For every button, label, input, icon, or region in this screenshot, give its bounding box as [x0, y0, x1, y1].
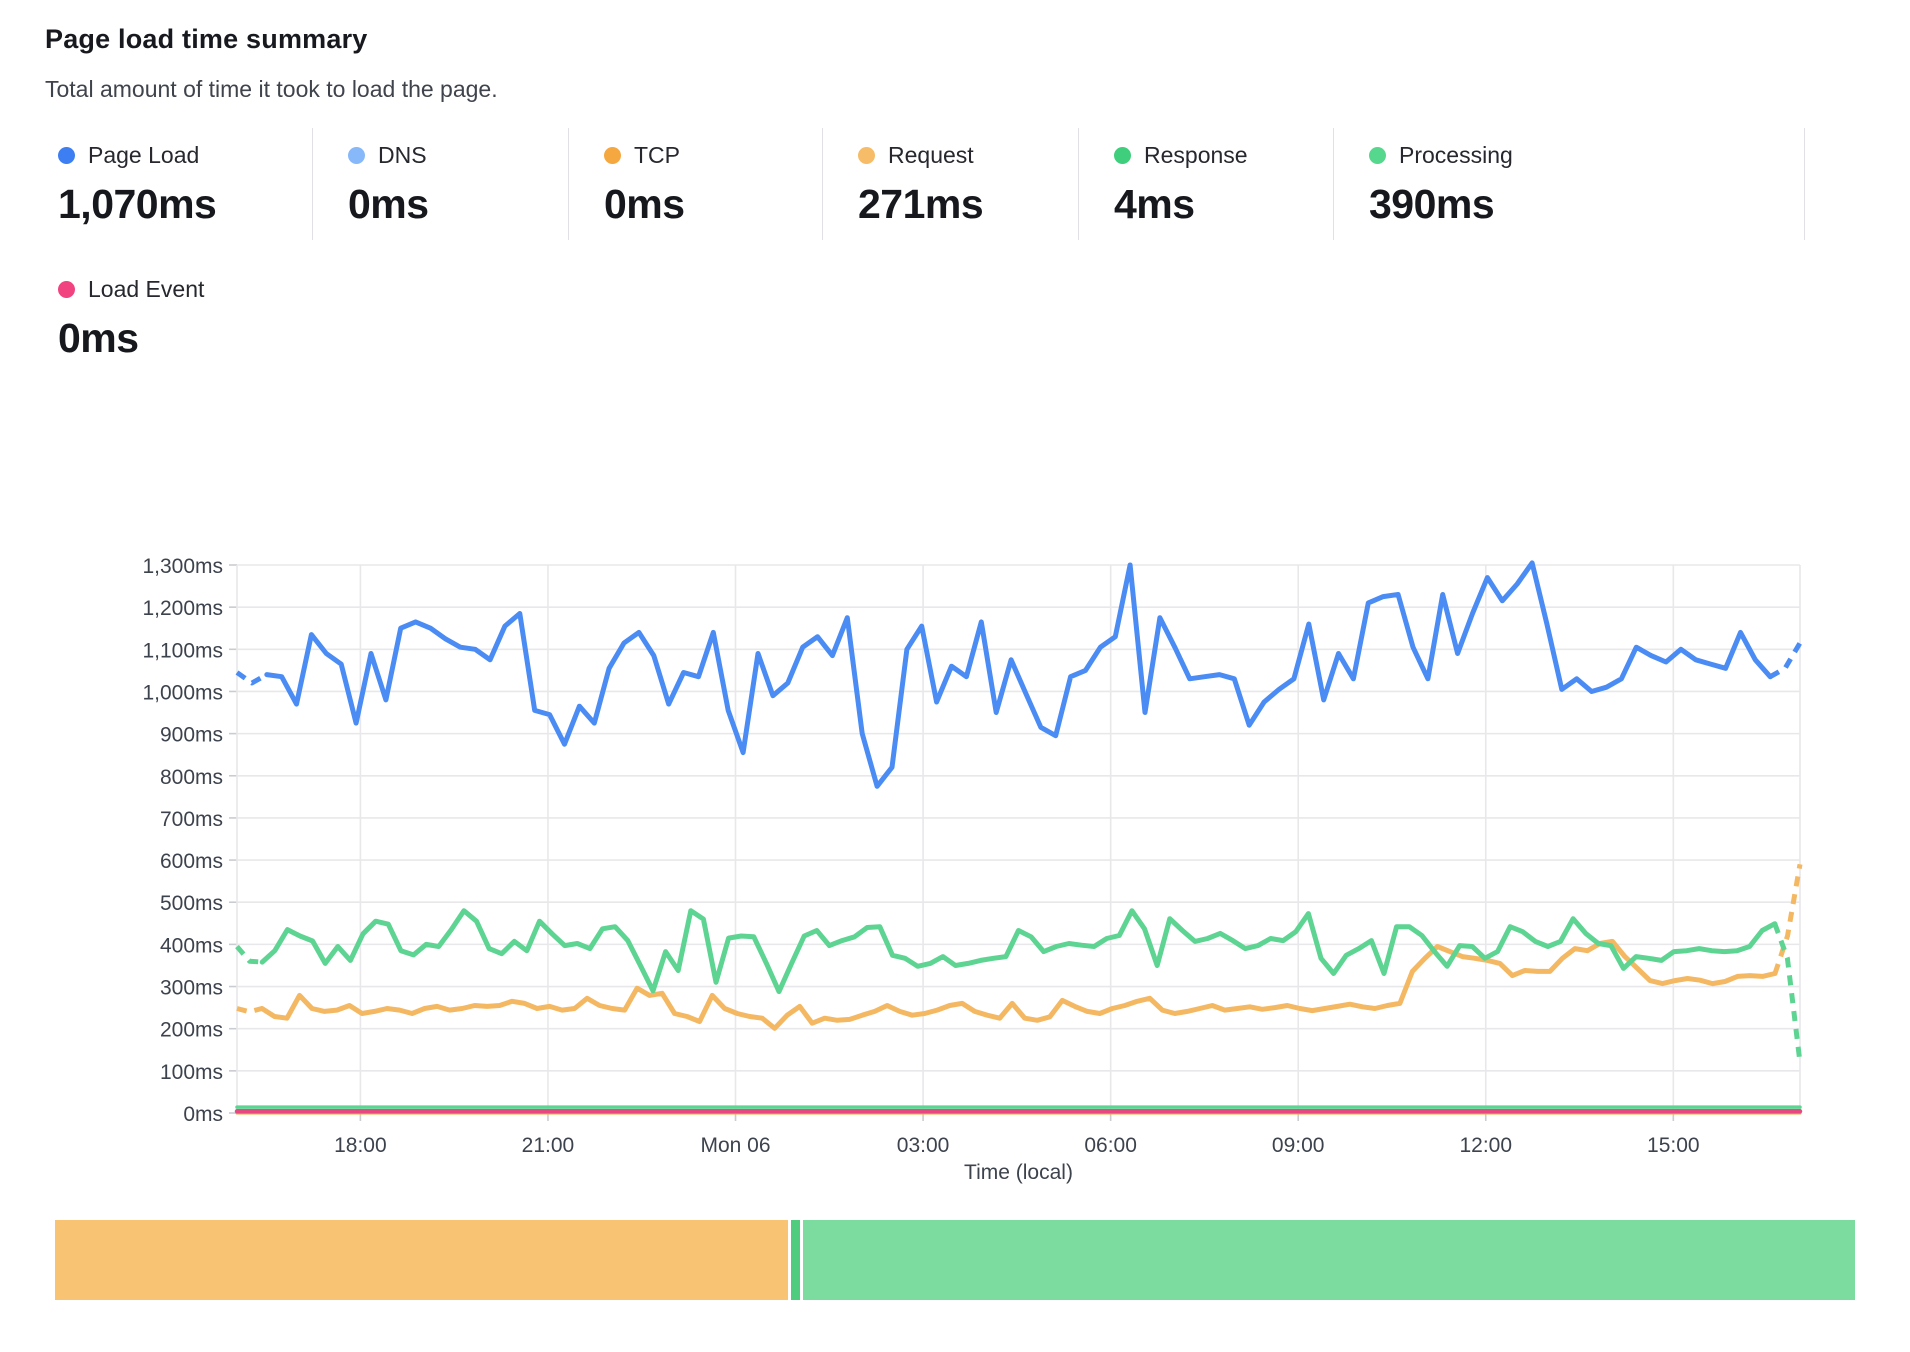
series-line-request-dash-end — [1772, 863, 1803, 975]
x-axis-label: 12:00 — [1459, 1134, 1512, 1157]
tcp-dot-icon — [604, 147, 621, 164]
y-axis-label: 200ms — [160, 1019, 223, 1042]
stat-label: Load Event — [88, 276, 205, 302]
stat-dns: DNS 0ms — [312, 128, 568, 240]
x-axis-label: 15:00 — [1647, 1134, 1700, 1157]
page-subtitle: Total amount of time it took to load the… — [45, 76, 498, 102]
stat-label: Request — [888, 142, 974, 168]
x-axis-label: Mon 06 — [700, 1134, 770, 1157]
stat-value: 0ms — [348, 181, 429, 227]
processing-dot-icon — [1369, 147, 1386, 164]
page-title: Page load time summary — [45, 24, 368, 54]
stat-value: 4ms — [1114, 181, 1195, 227]
series-line-page-load-dash-end — [1768, 641, 1803, 679]
series-line-request — [259, 938, 1778, 1031]
stat-label: Response — [1144, 142, 1248, 168]
series-line-processing-dash-start — [235, 944, 263, 965]
y-axis-label: 400ms — [160, 934, 223, 957]
stat-request: Request 271ms — [822, 128, 1078, 240]
header: Page load time summary Total amount of t… — [45, 24, 498, 103]
y-axis-label: 1,300ms — [142, 555, 223, 578]
y-axis-label: 0ms — [183, 1103, 223, 1126]
status-segment-sliver[interactable] — [791, 1220, 800, 1300]
y-axis-label: 700ms — [160, 808, 223, 831]
x-axis-label: 03:00 — [897, 1134, 950, 1157]
x-axis-label: 18:00 — [334, 1134, 387, 1157]
status-segment-passing[interactable] — [803, 1220, 1855, 1300]
stat-page-load: Page Load 1,070ms — [45, 128, 312, 240]
series-line-processing — [259, 908, 1778, 995]
summary-stats-row: Page Load 1,070ms DNS 0ms TCP 0ms Reques… — [45, 128, 1805, 240]
x-axis-label: 09:00 — [1272, 1134, 1325, 1157]
series-line-page-load-dash-start — [235, 670, 269, 686]
stat-processing: Processing 390ms — [1333, 128, 1805, 240]
status-segment-degraded[interactable] — [55, 1220, 788, 1300]
stat-label: Page Load — [88, 142, 200, 168]
request-dot-icon — [858, 147, 875, 164]
y-axis-label: 300ms — [160, 977, 223, 1000]
y-axis-label: 1,100ms — [142, 639, 223, 662]
dns-dot-icon — [348, 147, 365, 164]
y-axis-label: 100ms — [160, 1061, 223, 1084]
stat-value: 0ms — [58, 315, 139, 361]
series-line-processing-dash-end — [1772, 922, 1803, 1063]
x-axis-label: 21:00 — [522, 1134, 575, 1157]
response-dot-icon — [1114, 147, 1131, 164]
status-segment-gap — [788, 1220, 791, 1300]
stat-value: 271ms — [858, 181, 984, 227]
x-axis-label: 06:00 — [1084, 1134, 1137, 1157]
x-axis-title: Time (local) — [964, 1161, 1073, 1184]
page-load-dot-icon — [58, 147, 75, 164]
stat-label: DNS — [378, 142, 427, 168]
stat-label: TCP — [634, 142, 680, 168]
y-axis-label: 1,000ms — [142, 681, 223, 704]
chart-canvas[interactable]: 0ms 100ms 200ms 300ms 400ms 500ms 600ms 700ms 80… — [0, 540, 1910, 1190]
check-status-bar[interactable] — [55, 1220, 1855, 1300]
y-axis-label: 500ms — [160, 892, 223, 915]
stat-tcp: TCP 0ms — [568, 128, 822, 240]
stat-value: 1,070ms — [58, 181, 217, 227]
stat-value: 390ms — [1369, 181, 1495, 227]
load-event-dot-icon — [58, 281, 75, 298]
y-axis-label: 1,200ms — [142, 597, 223, 620]
series-line-request-dash-start — [236, 1006, 263, 1015]
status-segment-gap — [800, 1220, 803, 1300]
y-axis-label: 900ms — [160, 724, 223, 747]
stat-value: 0ms — [604, 181, 685, 227]
y-axis-label: 800ms — [160, 766, 223, 789]
y-axis-label: 600ms — [160, 850, 223, 873]
stat-response: Response 4ms — [1078, 128, 1333, 240]
page-load-time-chart[interactable]: 0ms 100ms 200ms 300ms 400ms 500ms 600ms 700ms 80… — [0, 540, 1910, 1190]
stat-label: Processing — [1399, 142, 1513, 168]
series-line-page-load — [264, 560, 1773, 789]
summary-stats-row2: Load Event 0ms — [45, 262, 204, 374]
